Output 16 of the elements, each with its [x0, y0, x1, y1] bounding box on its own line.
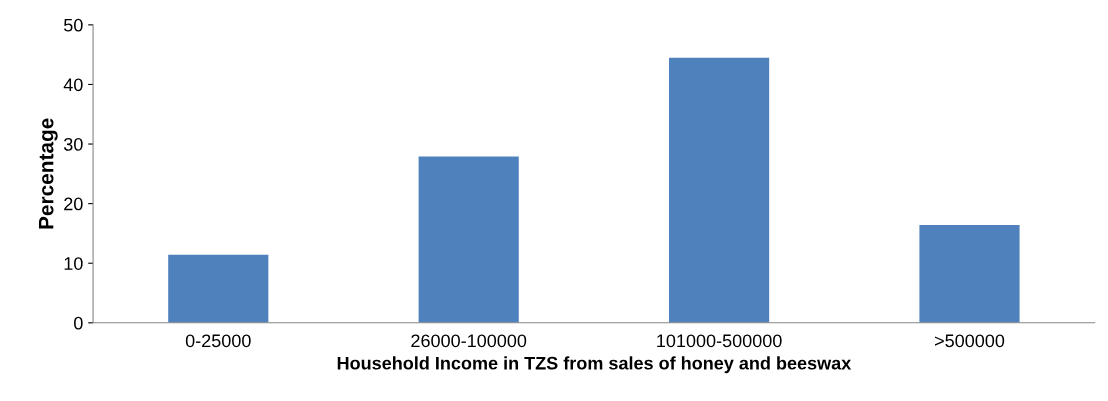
bar [168, 254, 269, 323]
bar [919, 225, 1020, 323]
x-tick-label: 101000-500000 [657, 334, 782, 348]
y-tick-label: 40 [63, 78, 83, 92]
y-tick-label: 0 [74, 316, 83, 330]
x-axis-title: Household Income in TZS from sales of honey and beeswax [337, 356, 852, 374]
y-axis-title: Percentage [38, 118, 58, 229]
y-tick-label: 20 [64, 197, 83, 211]
y-tick-label: 50 [63, 18, 83, 32]
y-tick-label: 10 [64, 257, 83, 270]
x-tick-label: 0-25000 [185, 334, 251, 348]
x-tick-label: 26000-100000 [411, 334, 527, 348]
bar [669, 57, 770, 323]
y-tick-label: 30 [63, 137, 83, 151]
bar [418, 156, 519, 323]
x-tick-label: >500000 [935, 334, 1005, 348]
